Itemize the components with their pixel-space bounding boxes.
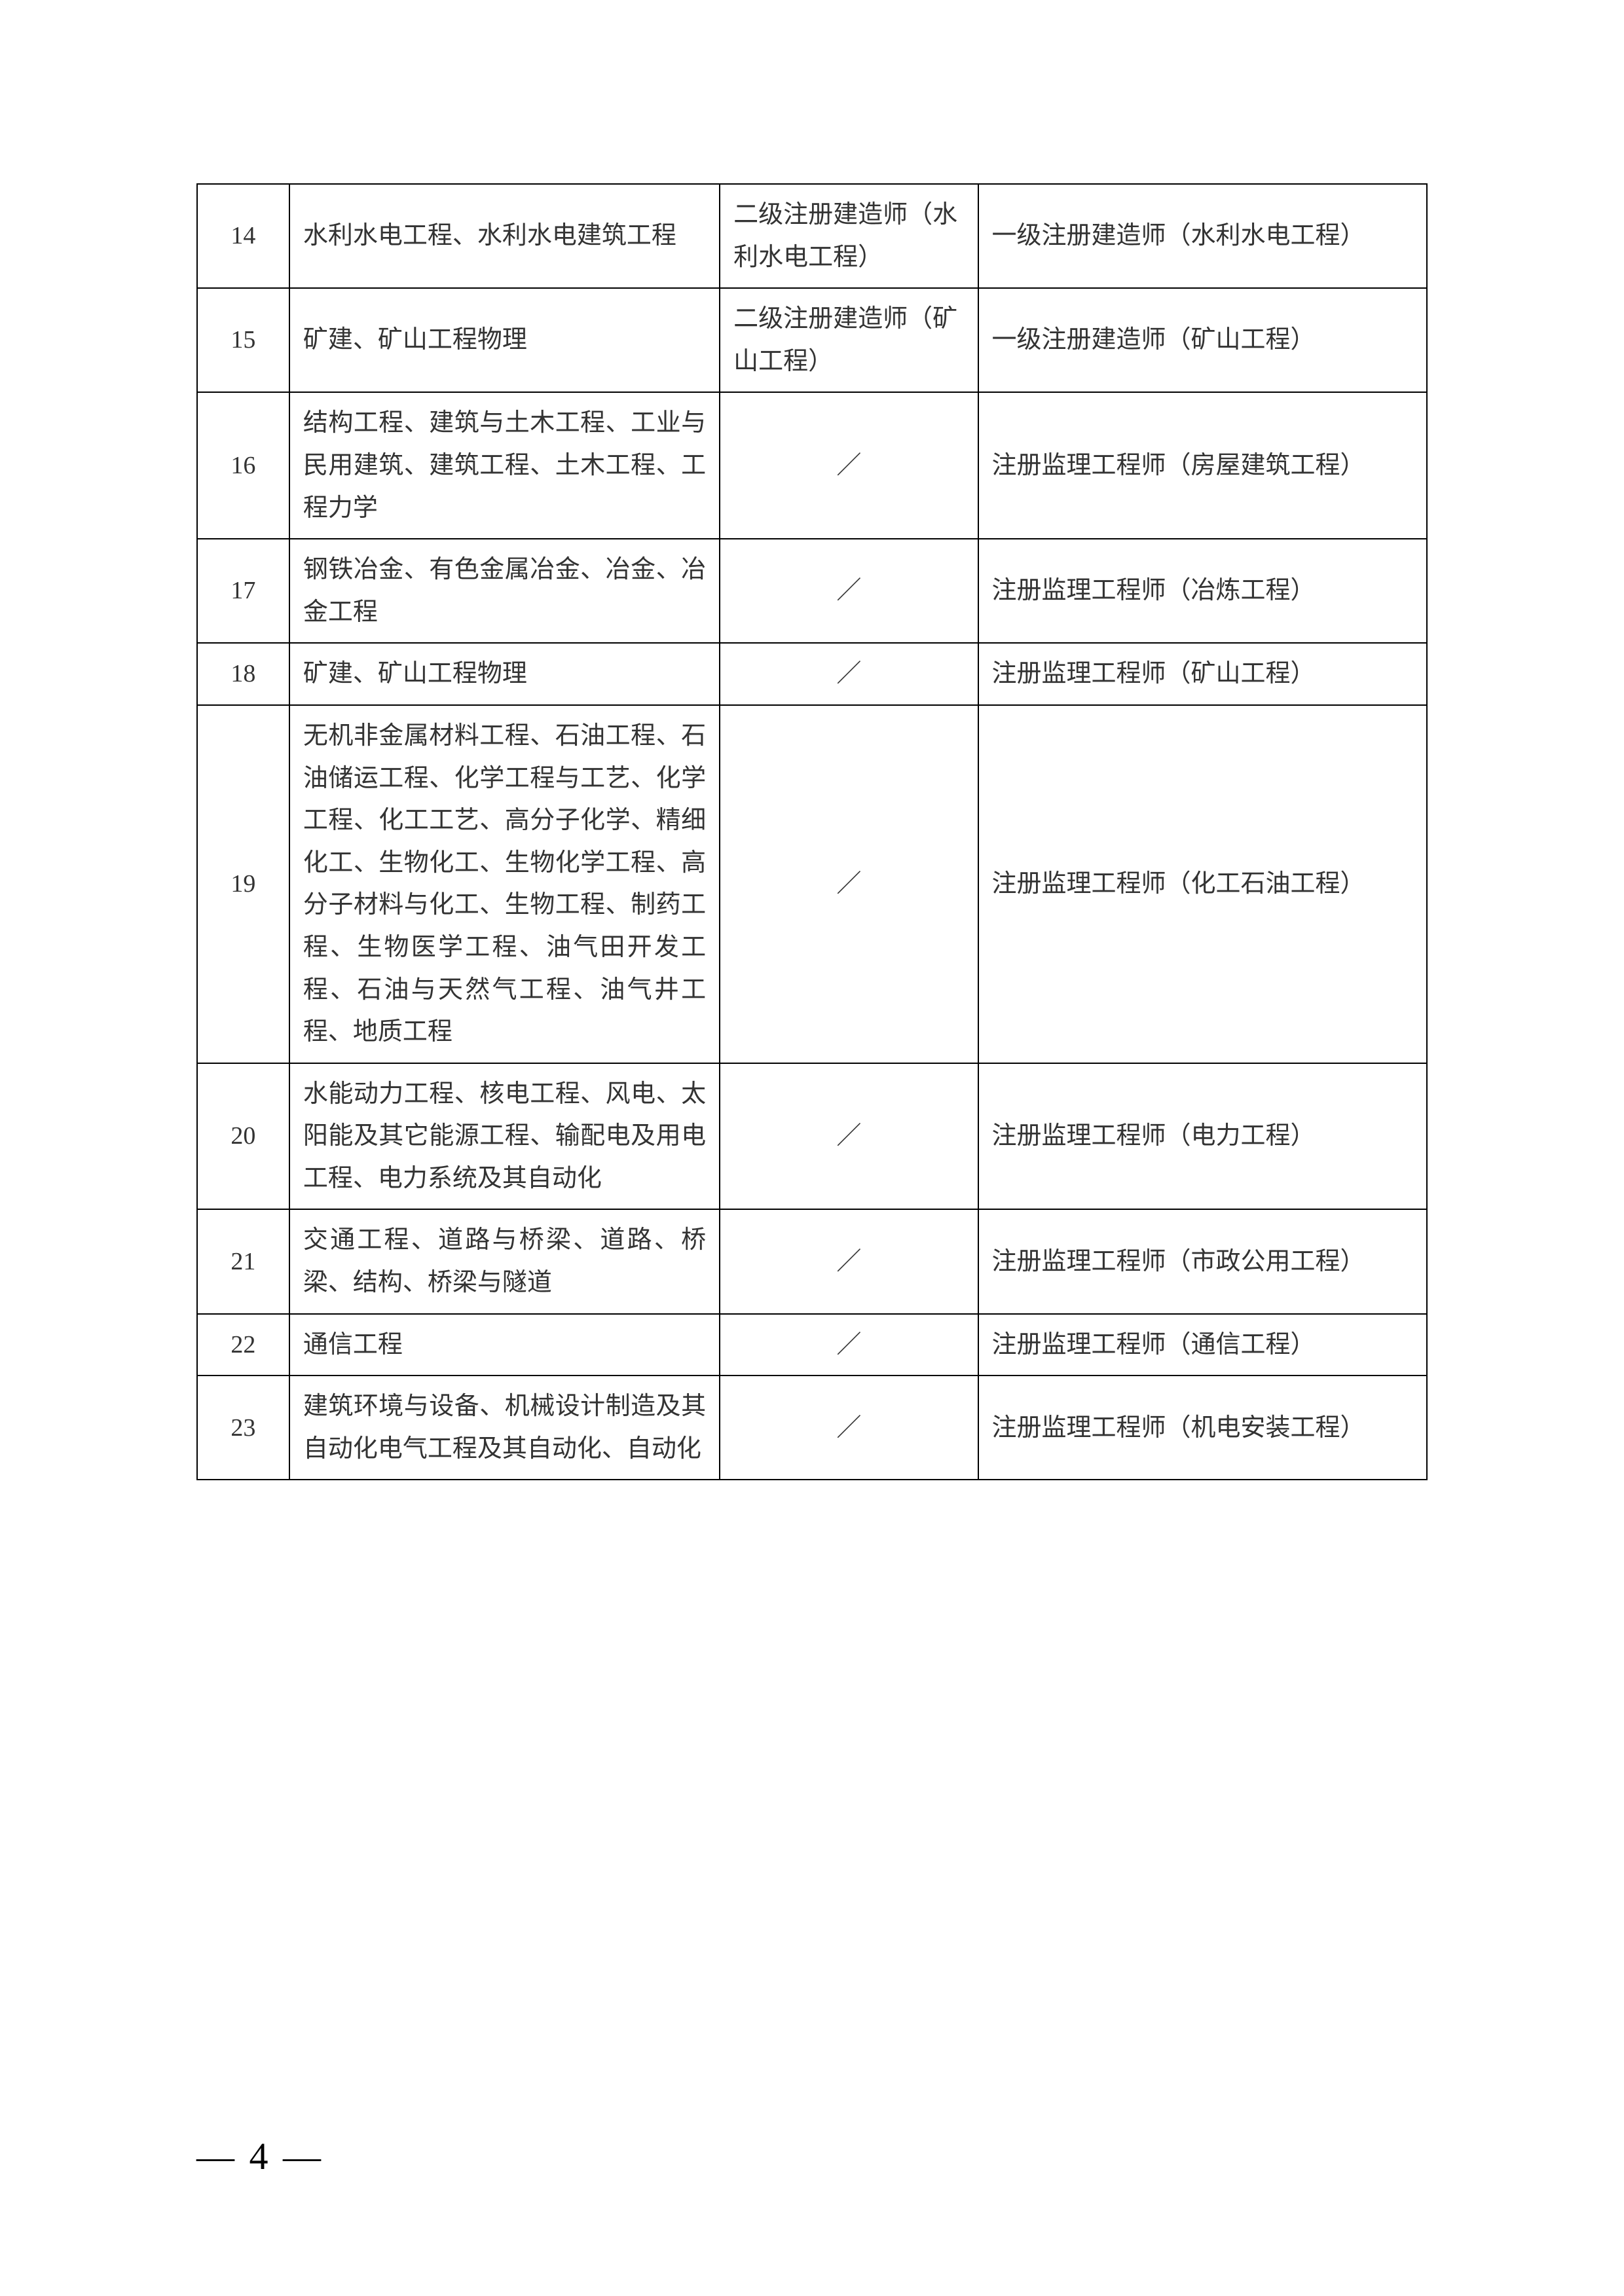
level2-cell: ／ xyxy=(720,643,978,705)
level1-cell: 一级注册建造师（水利水电工程） xyxy=(978,184,1427,288)
row-number: 19 xyxy=(197,705,289,1063)
row-number: 22 xyxy=(197,1314,289,1376)
level1-cell: 注册监理工程师（冶炼工程） xyxy=(978,539,1427,643)
table-row: 21 交通工程、道路与桥梁、道路、桥梁、结构、桥梁与隧道 ／ 注册监理工程师（市… xyxy=(197,1209,1427,1313)
table-body: 14 水利水电工程、水利水电建筑工程 二级注册建造师（水利水电工程） 一级注册建… xyxy=(197,184,1427,1480)
major-cell: 建筑环境与设备、机械设计制造及其自动化电气工程及其自动化、自动化 xyxy=(289,1376,720,1480)
major-cell: 水能动力工程、核电工程、风电、太阳能及其它能源工程、输配电及用电工程、电力系统及… xyxy=(289,1063,720,1210)
major-cell: 结构工程、建筑与土木工程、工业与民用建筑、建筑工程、土木工程、工程力学 xyxy=(289,392,720,539)
row-number: 18 xyxy=(197,643,289,705)
major-cell: 交通工程、道路与桥梁、道路、桥梁、结构、桥梁与隧道 xyxy=(289,1209,720,1313)
table-row: 19 无机非金属材料工程、石油工程、石油储运工程、化学工程与工艺、化学工程、化工… xyxy=(197,705,1427,1063)
qualification-table: 14 水利水电工程、水利水电建筑工程 二级注册建造师（水利水电工程） 一级注册建… xyxy=(196,183,1428,1480)
table-row: 18 矿建、矿山工程物理 ／ 注册监理工程师（矿山工程） xyxy=(197,643,1427,705)
page-container: 14 水利水电工程、水利水电建筑工程 二级注册建造师（水利水电工程） 一级注册建… xyxy=(0,0,1624,2296)
level1-cell: 注册监理工程师（通信工程） xyxy=(978,1314,1427,1376)
level2-cell: ／ xyxy=(720,392,978,539)
major-cell: 水利水电工程、水利水电建筑工程 xyxy=(289,184,720,288)
page-number: — 4 — xyxy=(196,2134,323,2178)
level2-cell: ／ xyxy=(720,1376,978,1480)
level2-cell: ／ xyxy=(720,1063,978,1210)
major-cell: 矿建、矿山工程物理 xyxy=(289,288,720,392)
row-number: 15 xyxy=(197,288,289,392)
row-number: 20 xyxy=(197,1063,289,1210)
level1-cell: 一级注册建造师（矿山工程） xyxy=(978,288,1427,392)
level2-cell: ／ xyxy=(720,1209,978,1313)
level1-cell: 注册监理工程师（化工石油工程） xyxy=(978,705,1427,1063)
level2-cell: ／ xyxy=(720,705,978,1063)
row-number: 14 xyxy=(197,184,289,288)
major-cell: 矿建、矿山工程物理 xyxy=(289,643,720,705)
level1-cell: 注册监理工程师（机电安装工程） xyxy=(978,1376,1427,1480)
table-row: 17 钢铁冶金、有色金属冶金、冶金、冶金工程 ／ 注册监理工程师（冶炼工程） xyxy=(197,539,1427,643)
major-cell: 钢铁冶金、有色金属冶金、冶金、冶金工程 xyxy=(289,539,720,643)
major-cell: 无机非金属材料工程、石油工程、石油储运工程、化学工程与工艺、化学工程、化工工艺、… xyxy=(289,705,720,1063)
table-row: 15 矿建、矿山工程物理 二级注册建造师（矿山工程） 一级注册建造师（矿山工程） xyxy=(197,288,1427,392)
table-row: 23 建筑环境与设备、机械设计制造及其自动化电气工程及其自动化、自动化 ／ 注册… xyxy=(197,1376,1427,1480)
level2-cell: 二级注册建造师（矿山工程） xyxy=(720,288,978,392)
row-number: 16 xyxy=(197,392,289,539)
level2-cell: ／ xyxy=(720,1314,978,1376)
level1-cell: 注册监理工程师（房屋建筑工程） xyxy=(978,392,1427,539)
level2-cell: ／ xyxy=(720,539,978,643)
level1-cell: 注册监理工程师（矿山工程） xyxy=(978,643,1427,705)
table-row: 20 水能动力工程、核电工程、风电、太阳能及其它能源工程、输配电及用电工程、电力… xyxy=(197,1063,1427,1210)
table-row: 14 水利水电工程、水利水电建筑工程 二级注册建造师（水利水电工程） 一级注册建… xyxy=(197,184,1427,288)
row-number: 17 xyxy=(197,539,289,643)
row-number: 21 xyxy=(197,1209,289,1313)
table-row: 16 结构工程、建筑与土木工程、工业与民用建筑、建筑工程、土木工程、工程力学 ／… xyxy=(197,392,1427,539)
level1-cell: 注册监理工程师（电力工程） xyxy=(978,1063,1427,1210)
level1-cell: 注册监理工程师（市政公用工程） xyxy=(978,1209,1427,1313)
table-row: 22 通信工程 ／ 注册监理工程师（通信工程） xyxy=(197,1314,1427,1376)
level2-cell: 二级注册建造师（水利水电工程） xyxy=(720,184,978,288)
major-cell: 通信工程 xyxy=(289,1314,720,1376)
row-number: 23 xyxy=(197,1376,289,1480)
